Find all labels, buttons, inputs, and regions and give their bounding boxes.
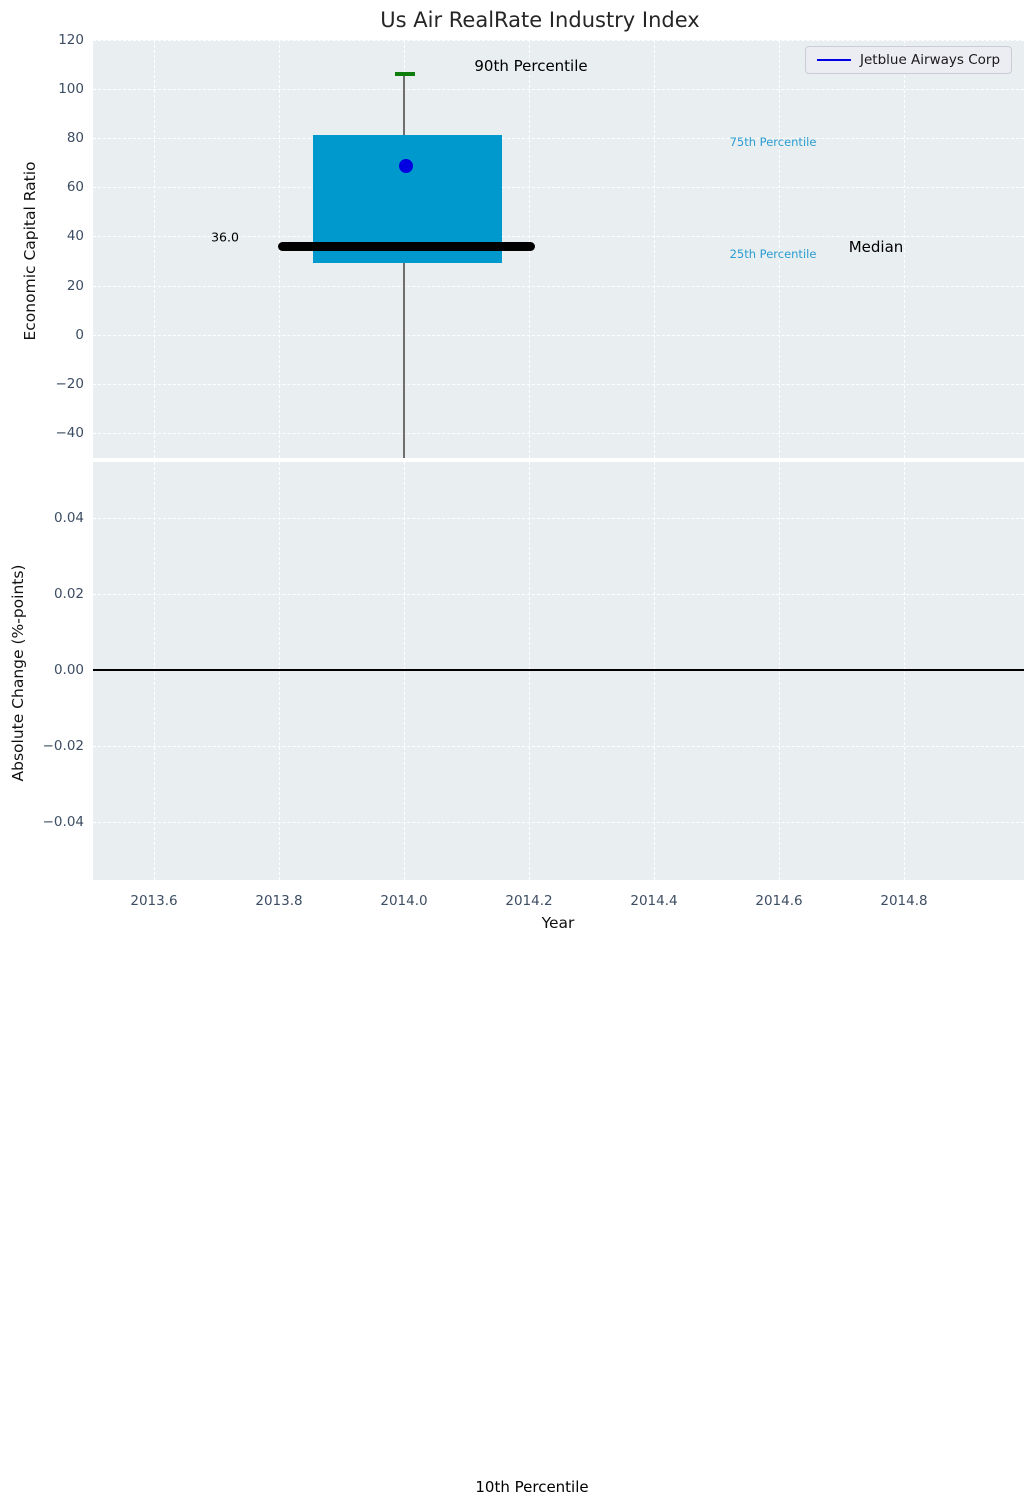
- gridline: [654, 462, 655, 880]
- legend-line-swatch: [817, 58, 851, 62]
- xtick: 2013.6: [130, 893, 178, 909]
- ytick-top: 80: [66, 130, 84, 146]
- gridline: [154, 40, 155, 458]
- top-plot-area: 90th Percentile 75th Percentile 25th Per…: [93, 40, 1024, 458]
- gridline: [404, 462, 405, 880]
- ytick-top: 0: [75, 327, 84, 343]
- p75-label: 75th Percentile: [729, 135, 817, 149]
- bottom-y-axis-label: Absolute Change (%-points): [9, 564, 27, 782]
- legend: Jetblue Airways Corp: [805, 46, 1013, 74]
- xtick: 2014.6: [755, 893, 803, 909]
- legend-label: Jetblue Airways Corp: [860, 52, 1001, 68]
- gridline: [93, 187, 1024, 188]
- ytick-bottom: −0.02: [42, 738, 84, 754]
- p25-label: 25th Percentile: [729, 247, 817, 261]
- gridline: [654, 40, 655, 458]
- xtick: 2014.4: [630, 893, 678, 909]
- xtick: 2014.8: [880, 893, 928, 909]
- zero-reference-line: [93, 669, 1024, 671]
- chart-title: Us Air RealRate Industry Index: [380, 8, 700, 32]
- ytick-bottom: 0.04: [53, 510, 84, 526]
- gridline: [529, 462, 530, 880]
- gridline: [93, 138, 1024, 139]
- gridline: [779, 40, 780, 458]
- gridline: [154, 462, 155, 880]
- gridline: [93, 286, 1024, 287]
- whisker-line: [403, 74, 405, 458]
- percentile-box: [313, 135, 502, 263]
- gridline: [93, 384, 1024, 385]
- gridline: [93, 746, 1024, 747]
- gridline: [93, 433, 1024, 434]
- x-axis-label: Year: [541, 914, 575, 932]
- gridline: [93, 40, 1024, 41]
- ytick-top: 60: [66, 179, 84, 195]
- bottom-plot-area: [93, 462, 1024, 880]
- gridline: [93, 89, 1024, 90]
- p10-label: 10th Percentile: [475, 1478, 589, 1496]
- ytick-top: 40: [66, 228, 84, 244]
- xtick: 2014.0: [380, 893, 428, 909]
- ytick-bottom: −0.04: [42, 814, 84, 830]
- median-label: Median: [848, 238, 904, 256]
- gridline: [93, 236, 1024, 237]
- median-line: [278, 242, 535, 251]
- p90-label: 90th Percentile: [474, 57, 588, 75]
- company-data-point: [399, 159, 413, 173]
- ytick-top: −20: [55, 376, 85, 392]
- p90-cap: [395, 72, 415, 76]
- gridline: [904, 462, 905, 880]
- gridline: [904, 40, 905, 458]
- gridline: [279, 462, 280, 880]
- gridline: [779, 462, 780, 880]
- gridline: [93, 518, 1024, 519]
- top-y-axis-label: Economic Capital Ratio: [21, 161, 39, 341]
- ytick-bottom: 0.00: [53, 662, 84, 678]
- ytick-top: 120: [58, 32, 84, 48]
- gridline: [93, 335, 1024, 336]
- ytick-top: −40: [55, 425, 85, 441]
- ytick-top: 100: [58, 81, 84, 97]
- ytick-bottom: 0.02: [53, 586, 84, 602]
- median-value-label: 36.0: [211, 229, 239, 245]
- xtick: 2014.2: [505, 893, 553, 909]
- gridline: [93, 594, 1024, 595]
- gridline: [93, 822, 1024, 823]
- xtick: 2013.8: [255, 893, 303, 909]
- ytick-top: 20: [66, 278, 84, 294]
